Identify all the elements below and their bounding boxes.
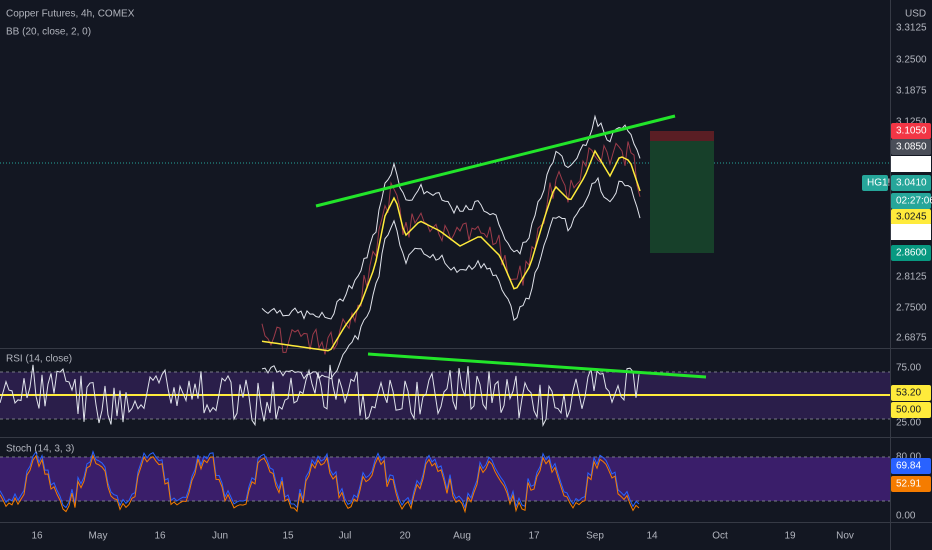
indicator: BB (20, close, 2, 0): [6, 27, 91, 38]
badge: 53.20: [896, 388, 921, 399]
time-label: 16: [31, 531, 43, 542]
badge-bg: [891, 224, 931, 240]
level-lines: [0, 371, 890, 502]
time-label: Oct: [712, 531, 728, 542]
badge-bg: [891, 123, 931, 139]
target-zone: [650, 141, 714, 253]
bb-basis: [261, 149, 641, 352]
badge-bg: [891, 385, 931, 401]
stoch-d: [0, 454, 640, 514]
rsi-label: 25.00: [896, 418, 921, 429]
badge: 50.00: [896, 405, 921, 416]
badge: 3.1050: [896, 126, 927, 137]
price-drawings: [0, 114, 641, 514]
price-label: 3.3125: [896, 23, 927, 34]
stoch-label: 0.00: [896, 511, 916, 522]
price-label: 3.1875: [896, 86, 927, 97]
badge: 2.8600: [896, 248, 927, 259]
badge-bg: [891, 402, 931, 418]
price-label: 2.8125: [896, 272, 927, 283]
time-label: Nov: [836, 531, 854, 542]
time-label: 19: [784, 531, 796, 542]
badge: 3.0410: [896, 178, 927, 189]
badge: 52.91: [896, 479, 921, 490]
stoch-label: 80.00: [896, 452, 921, 463]
time-label: 17: [528, 531, 540, 542]
rsi-trend-line: [367, 352, 707, 379]
price-label: 2.6875: [896, 333, 927, 344]
badge-bg: [891, 245, 931, 261]
trend-line: [315, 114, 676, 208]
badge: 3.0245: [896, 212, 927, 223]
badge: 69.84: [896, 461, 921, 472]
bb-upper: [261, 114, 641, 320]
price-label: 2.7500: [896, 303, 927, 314]
time-label: 14: [646, 531, 658, 542]
rsi-line: [0, 364, 640, 427]
time-label: Jun: [212, 531, 228, 542]
title: Copper Futures, 4h, COMEX: [6, 9, 135, 20]
time-label: 20: [399, 531, 411, 542]
currency: USD: [905, 9, 926, 20]
badge: 3.0850: [896, 142, 927, 153]
bb-lower: [261, 176, 641, 380]
badge: HG1!: [867, 178, 890, 189]
time-label: Sep: [586, 531, 604, 542]
price-label: 3.2500: [896, 55, 927, 66]
rsi-title: RSI (14, close): [6, 354, 72, 365]
badge-bg: [862, 175, 888, 191]
badge-bg: [891, 175, 931, 191]
badge-bg: [891, 139, 931, 155]
stop-zone: [650, 131, 714, 141]
badge-bg: [891, 458, 931, 474]
badge-bg: [891, 476, 931, 492]
time-label: 15: [282, 531, 294, 542]
stoch-title: Stoch (14, 3, 3): [6, 444, 74, 455]
badge-bg: [891, 193, 931, 209]
price-label: 3.1250: [896, 117, 927, 128]
badge-bg: [891, 209, 931, 225]
badge-bg: [891, 156, 931, 172]
rsi-label: 75.00: [896, 363, 921, 374]
stoch-k: [0, 450, 640, 510]
time-labels: 16 May 16 Jun 15 Jul 20 Aug 17 Sep 14 Oct 19 Nov: [31, 531, 853, 542]
time-label: May: [89, 531, 108, 542]
time-label: 16: [154, 531, 166, 542]
time-label: Jul: [339, 531, 352, 542]
time-label: Aug: [453, 531, 471, 542]
badge: 02:27:06: [896, 196, 932, 207]
badges: 3.1050 3.0850 3.0410 02:27:06 3.0245 2.8600 HG…: [862, 123, 932, 492]
